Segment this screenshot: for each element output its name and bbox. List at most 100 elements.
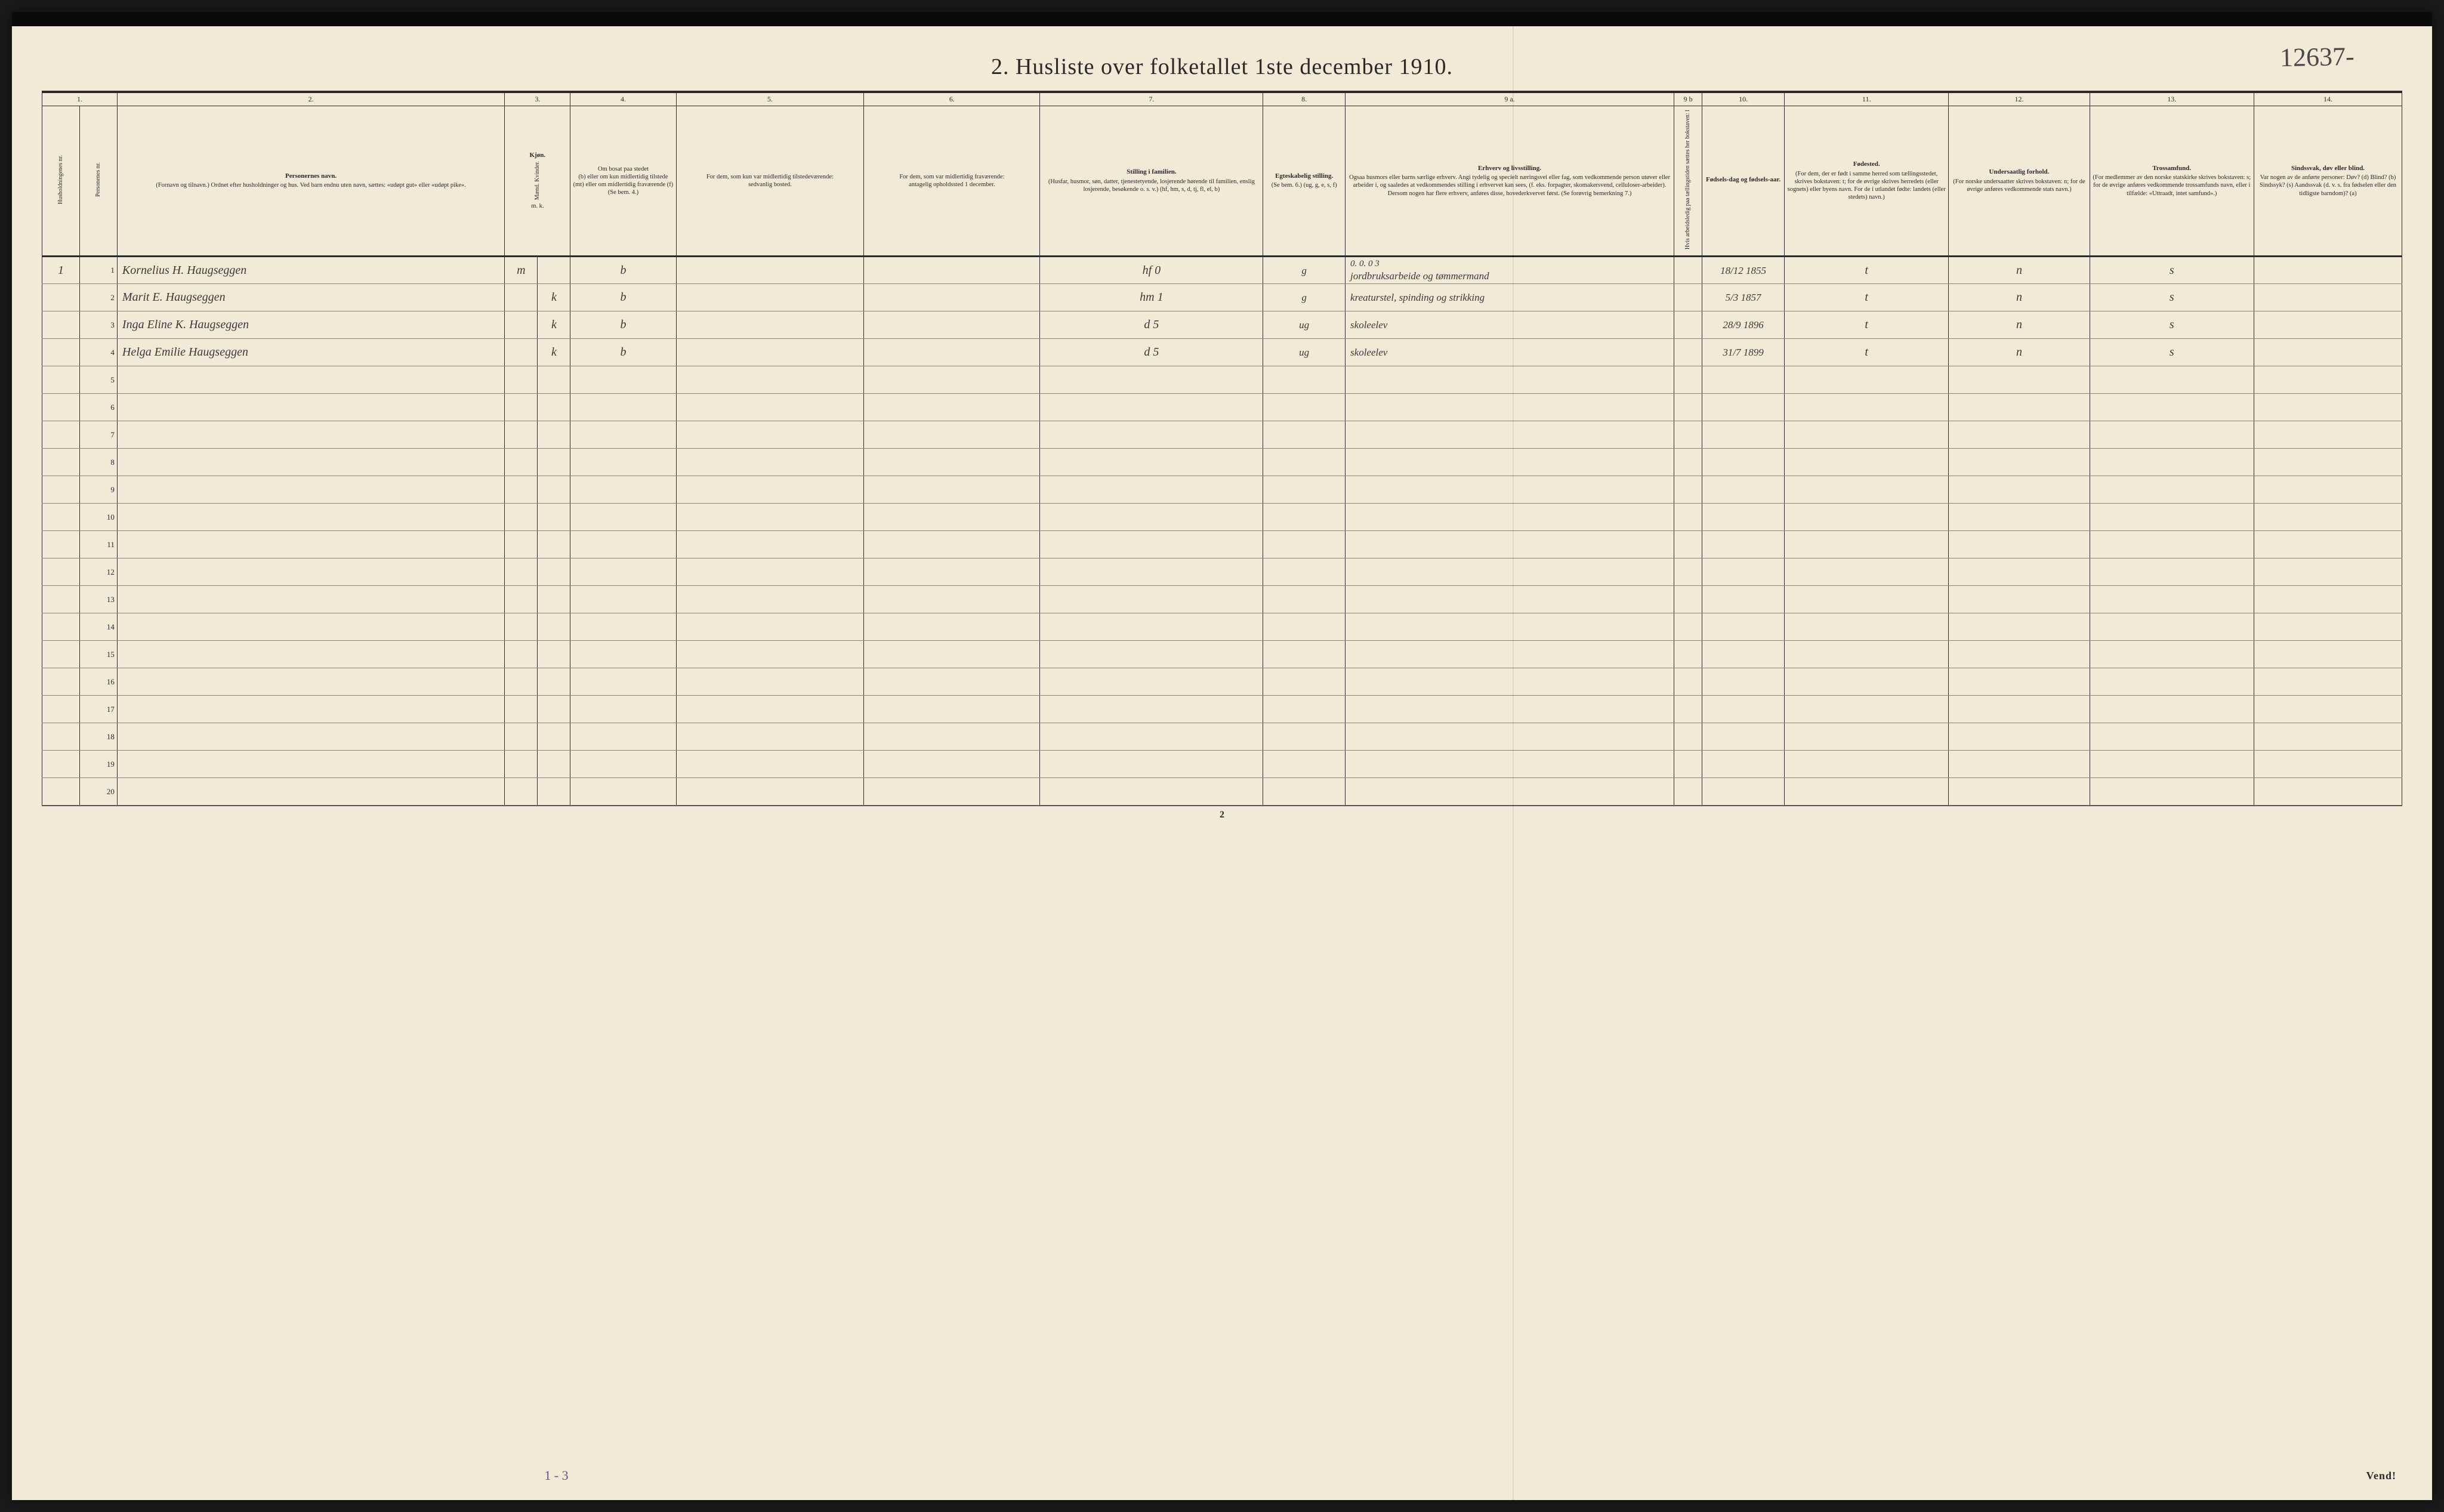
blank-cell <box>1263 476 1346 504</box>
blank-cell <box>1346 641 1674 668</box>
head-c11: Fødested. (For dem, der er født i samme … <box>1784 106 1948 257</box>
blank-cell <box>570 531 676 558</box>
cell-sex-k: k <box>538 284 570 311</box>
blank-cell <box>1702 751 1785 778</box>
cell-name: Kornelius H. Haugseggen <box>117 257 504 284</box>
head-c5-sub: sedvanlig bosted. <box>748 181 792 188</box>
blank-cell: 13 <box>79 586 117 613</box>
blank-cell: 14 <box>79 613 117 641</box>
cell-sex-m <box>505 339 538 366</box>
blank-cell <box>505 394 538 421</box>
blank-cell <box>1040 558 1263 586</box>
blank-cell <box>2254 696 2402 723</box>
blank-cell <box>676 696 864 723</box>
table-row: 3Inga Eline K. Haugseggenkbd 5ugskoleele… <box>42 311 2402 339</box>
table-row: 2Marit E. Haugseggenkbhm 1gkreaturstel, … <box>42 284 2402 311</box>
blank-cell <box>538 696 570 723</box>
cell-tro: s <box>2090 257 2254 284</box>
cell-c7: d 5 <box>1040 339 1263 366</box>
table-row-blank: 10 <box>42 504 2402 531</box>
head-c12: Undersaatlig forhold. (For norske unders… <box>1949 106 2090 257</box>
blank-cell <box>1674 476 1702 504</box>
head-bosat-title: Om bosat paa stedet <box>598 166 649 172</box>
cell-bosat: b <box>570 339 676 366</box>
blank-cell <box>42 641 80 668</box>
table-row-blank: 5 <box>42 366 2402 394</box>
blank-cell <box>1040 778 1263 806</box>
blank-cell <box>570 723 676 751</box>
blank-cell <box>2090 696 2254 723</box>
blank-cell <box>2090 449 2254 476</box>
head-c13: Trossamfund. (For medlemmer av den norsk… <box>2090 106 2254 257</box>
blank-cell <box>117 586 504 613</box>
blank-cell <box>1040 613 1263 641</box>
head-c8-sub: (Se bem. 6.) (ug, g, e, s, f) <box>1272 182 1337 189</box>
blank-cell: 15 <box>79 641 117 668</box>
cell-sex-k: k <box>538 311 570 339</box>
blank-cell <box>1784 476 1948 504</box>
blank-cell <box>505 421 538 449</box>
blank-cell <box>2254 476 2402 504</box>
cell-hh <box>42 311 80 339</box>
blank-cell <box>2254 668 2402 696</box>
blank-cell <box>1040 696 1263 723</box>
blank-cell <box>570 421 676 449</box>
blank-cell <box>2090 723 2254 751</box>
blank-cell <box>1949 751 2090 778</box>
cell-name: Marit E. Haugseggen <box>117 284 504 311</box>
blank-cell <box>1674 778 1702 806</box>
blank-cell <box>1674 751 1702 778</box>
blank-cell <box>2254 558 2402 586</box>
blank-cell <box>676 778 864 806</box>
blank-cell <box>864 366 1040 394</box>
blank-cell <box>1784 751 1948 778</box>
blank-cell <box>864 668 1040 696</box>
cell-under: n <box>1949 257 2090 284</box>
colnum: 5. <box>676 93 864 106</box>
table-row-blank: 20 <box>42 778 2402 806</box>
blank-cell <box>864 421 1040 449</box>
blank-cell <box>1674 613 1702 641</box>
cell-hh <box>42 284 80 311</box>
blank-cell <box>1346 449 1674 476</box>
blank-cell <box>2254 366 2402 394</box>
blank-cell <box>1702 476 1785 504</box>
blank-cell <box>42 586 80 613</box>
blank-cell <box>538 778 570 806</box>
blank-cell <box>117 531 504 558</box>
blank-cell <box>1346 751 1674 778</box>
blank-cell <box>864 504 1040 531</box>
blank-cell <box>1263 586 1346 613</box>
cell-fdato: 5/3 1857 <box>1702 284 1785 311</box>
blank-cell <box>1040 723 1263 751</box>
blank-cell <box>42 366 80 394</box>
blank-cell <box>1702 723 1785 751</box>
head-c9a-title: Erhverv og livsstilling. <box>1348 165 1671 173</box>
blank-cell <box>1949 613 2090 641</box>
cell-name: Inga Eline K. Haugseggen <box>117 311 504 339</box>
head-sex: Kjøn. Mænd. Kvinder. m. k. <box>505 106 570 257</box>
blank-cell <box>1040 476 1263 504</box>
blank-cell <box>1040 366 1263 394</box>
blank-cell <box>1949 696 2090 723</box>
cell-tro: s <box>2090 311 2254 339</box>
blank-cell <box>1674 366 1702 394</box>
cell-c9b <box>1674 339 1702 366</box>
blank-cell <box>2254 613 2402 641</box>
preline-9a: 0. 0. 0 3 <box>1350 258 1672 270</box>
blank-cell <box>676 476 864 504</box>
blank-cell <box>1949 778 2090 806</box>
head-c12-title: Undersaatlig forhold. <box>1951 168 2087 177</box>
head-c7-title: Stilling i familien. <box>1042 168 1260 177</box>
blank-cell <box>2090 394 2254 421</box>
blank-cell <box>117 504 504 531</box>
blank-cell <box>505 558 538 586</box>
head-hh: Husholdningenes nr. <box>42 106 80 257</box>
blank-cell <box>1263 751 1346 778</box>
table-row-blank: 14 <box>42 613 2402 641</box>
blank-cell <box>676 449 864 476</box>
blank-cell <box>1949 558 2090 586</box>
blank-cell <box>505 449 538 476</box>
blank-cell <box>864 696 1040 723</box>
cell-c6 <box>864 284 1040 311</box>
